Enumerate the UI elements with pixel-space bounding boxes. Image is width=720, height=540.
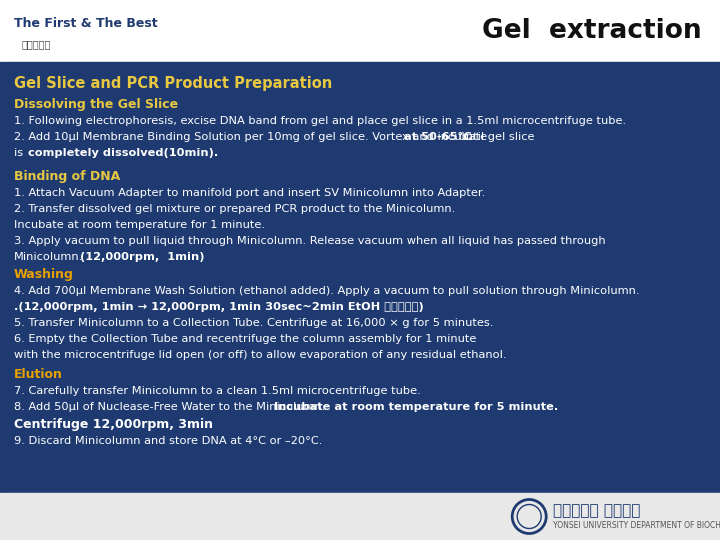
Bar (0, 493, 720, 540)
Text: Gel  extraction: Gel extraction (482, 18, 702, 44)
Text: Gel Slice and PCR Product Preparation: Gel Slice and PCR Product Preparation (14, 76, 332, 91)
Text: 9. Discard Minicolumn and store DNA at 4°C or –20°C.: 9. Discard Minicolumn and store DNA at 4… (14, 436, 323, 446)
Text: Elution: Elution (14, 368, 63, 381)
Text: Incubate at room temperature for 1 minute.: Incubate at room temperature for 1 minut… (14, 220, 265, 230)
Text: .(12,000rpm, 1min → 12,000rpm, 1min 30sec~2min EtOH 날리가도록): .(12,000rpm, 1min → 12,000rpm, 1min 30se… (14, 302, 424, 312)
Bar (0, 0, 720, 62)
Text: 2. Add 10μl Membrane Binding Solution per 10mg of gel slice. Vortex and incubate: 2. Add 10μl Membrane Binding Solution pe… (14, 132, 491, 142)
Text: 8. Add 50μl of Nuclease-Free Water to the Minicolumn.: 8. Add 50μl of Nuclease-Free Water to th… (14, 402, 329, 412)
Text: 1. Following electrophoresis, excise DNA band from gel and place gel slice in a : 1. Following electrophoresis, excise DNA… (14, 116, 626, 126)
Text: 6. Empty the Collection Tube and recentrifuge the column assembly for 1 minute: 6. Empty the Collection Tube and recentr… (14, 334, 477, 344)
Text: 1. Attach Vacuum Adapter to manifold port and insert SV Minicolumn into Adapter.: 1. Attach Vacuum Adapter to manifold por… (14, 188, 485, 198)
Text: YONSEI UNIVERSITY DEPARTMENT OF BIOCHEMISTRY: YONSEI UNIVERSITY DEPARTMENT OF BIOCHEMI… (553, 521, 720, 530)
Text: 3. Apply vacuum to pull liquid through Minicolumn. Release vacuum when all liqui: 3. Apply vacuum to pull liquid through M… (14, 236, 606, 246)
Text: until gel slice: until gel slice (456, 132, 535, 142)
Text: with the microcentrifuge lid open (or off) to allow evaporation of any residual : with the microcentrifuge lid open (or of… (14, 350, 506, 360)
Text: Washing: Washing (14, 268, 74, 281)
Text: completely dissolved(10min).: completely dissolved(10min). (28, 148, 218, 158)
Text: 7. Carefully transfer Minicolumn to a clean 1.5ml microcentrifuge tube.: 7. Carefully transfer Minicolumn to a cl… (14, 386, 420, 396)
Text: 4. Add 700μl Membrane Wash Solution (ethanol added). Apply a vacuum to pull solu: 4. Add 700μl Membrane Wash Solution (eth… (14, 286, 639, 296)
Text: 연세대학교 생화학과: 연세대학교 생화학과 (553, 503, 641, 518)
Text: Dissolving the Gel Slice: Dissolving the Gel Slice (14, 98, 178, 111)
Text: Minicolumn.: Minicolumn. (14, 252, 84, 262)
Text: Binding of DNA: Binding of DNA (14, 170, 120, 183)
Text: Incubate at room temperature for 5 minute.: Incubate at room temperature for 5 minut… (274, 402, 559, 412)
Text: (12,000rpm,  1min): (12,000rpm, 1min) (80, 252, 204, 262)
Bar (0, 62, 720, 68)
Text: is: is (14, 148, 27, 158)
Text: 2. Transfer dissolved gel mixture or prepared PCR product to the Minicolumn.: 2. Transfer dissolved gel mixture or pre… (14, 204, 455, 214)
Text: at 50-65°C: at 50-65°C (405, 132, 472, 142)
Text: 5. Transfer Minicolumn to a Collection Tube. Centrifuge at 16,000 × g for 5 minu: 5. Transfer Minicolumn to a Collection T… (14, 318, 493, 328)
Text: 연세대학교: 연세대학교 (22, 39, 51, 50)
Text: The First & The Best: The First & The Best (14, 17, 158, 30)
Text: Centrifuge 12,000rpm, 3min: Centrifuge 12,000rpm, 3min (14, 418, 213, 431)
